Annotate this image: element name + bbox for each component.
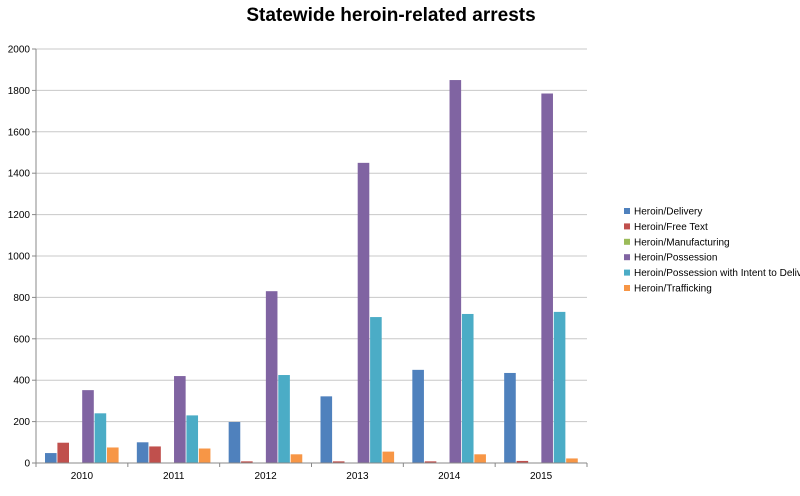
bar [198,448,211,463]
bar [553,311,566,463]
legend-swatch [624,285,630,291]
bar [45,453,57,463]
bar [290,454,303,463]
legend-swatch [624,254,630,261]
y-tick-label: 1400 [8,169,31,180]
bar [424,461,437,463]
legend-label: Heroin/Delivery [634,207,702,218]
bar [449,80,462,464]
bar [332,461,345,463]
legend-swatch [624,238,630,245]
y-tick-label: 1200 [8,210,31,221]
y-tick-label: 600 [13,334,30,345]
y-tick-label: 400 [13,376,30,387]
bars [45,80,578,464]
legend: Heroin/Delivery Heroin/Free Text Heroin/Ma… [624,207,800,295]
bar [461,313,474,463]
bar [382,451,395,463]
bar [174,376,186,463]
x-tick-label: 2013 [346,471,369,482]
y-tick-label: 1000 [8,252,31,263]
y-tick-label: 800 [13,293,30,304]
x-tick-label: 2015 [530,471,553,482]
bar [320,396,333,463]
y-tick-label: 0 [24,459,30,470]
bar [516,460,529,463]
bar [149,446,161,463]
legend-label: Heroin/Possession [634,253,717,264]
bar [265,291,278,463]
y-tick-label: 1600 [8,127,31,138]
legend-swatch [624,208,630,214]
bar [504,372,516,463]
x-tick-label: 2010 [71,471,94,482]
bar [474,454,486,463]
y-tick-label: 2000 [8,45,31,56]
gridlines [36,48,587,423]
legend-swatch [624,223,630,230]
bar [278,375,290,463]
x-tick-label: 2012 [254,471,277,482]
y-tick-label: 1800 [8,86,31,97]
legend-label: Heroin/Free Text [634,222,708,233]
chart-title: Statewide heroin-related arrests [246,5,535,26]
x-tick-label: 2011 [163,471,185,482]
bar [241,461,253,463]
bar [186,415,199,463]
x-axis-ticks: 2010 2011 2012 2013 2014 2015 [35,463,588,482]
legend-label: Heroin/Trafficking [634,284,712,295]
bar [541,93,553,463]
x-tick-label: 2014 [438,471,461,482]
bar [566,458,578,463]
bar [94,413,107,463]
bar [57,442,69,463]
legend-label: Heroin/Manufacturing [634,237,730,248]
bar [412,369,424,463]
legend-label: Heroin/Possession with Intent to Deliver [634,268,800,279]
y-tick-label: 200 [13,417,30,428]
bar [136,442,149,463]
bar [370,317,382,463]
bar [357,162,370,463]
bar [228,422,241,463]
y-axis-ticks: 0 200 400 600 800 1000 1200 1400 1600 1800 2000 [8,45,36,470]
legend-swatch [624,269,630,276]
bar [107,447,119,463]
bar [82,390,94,463]
